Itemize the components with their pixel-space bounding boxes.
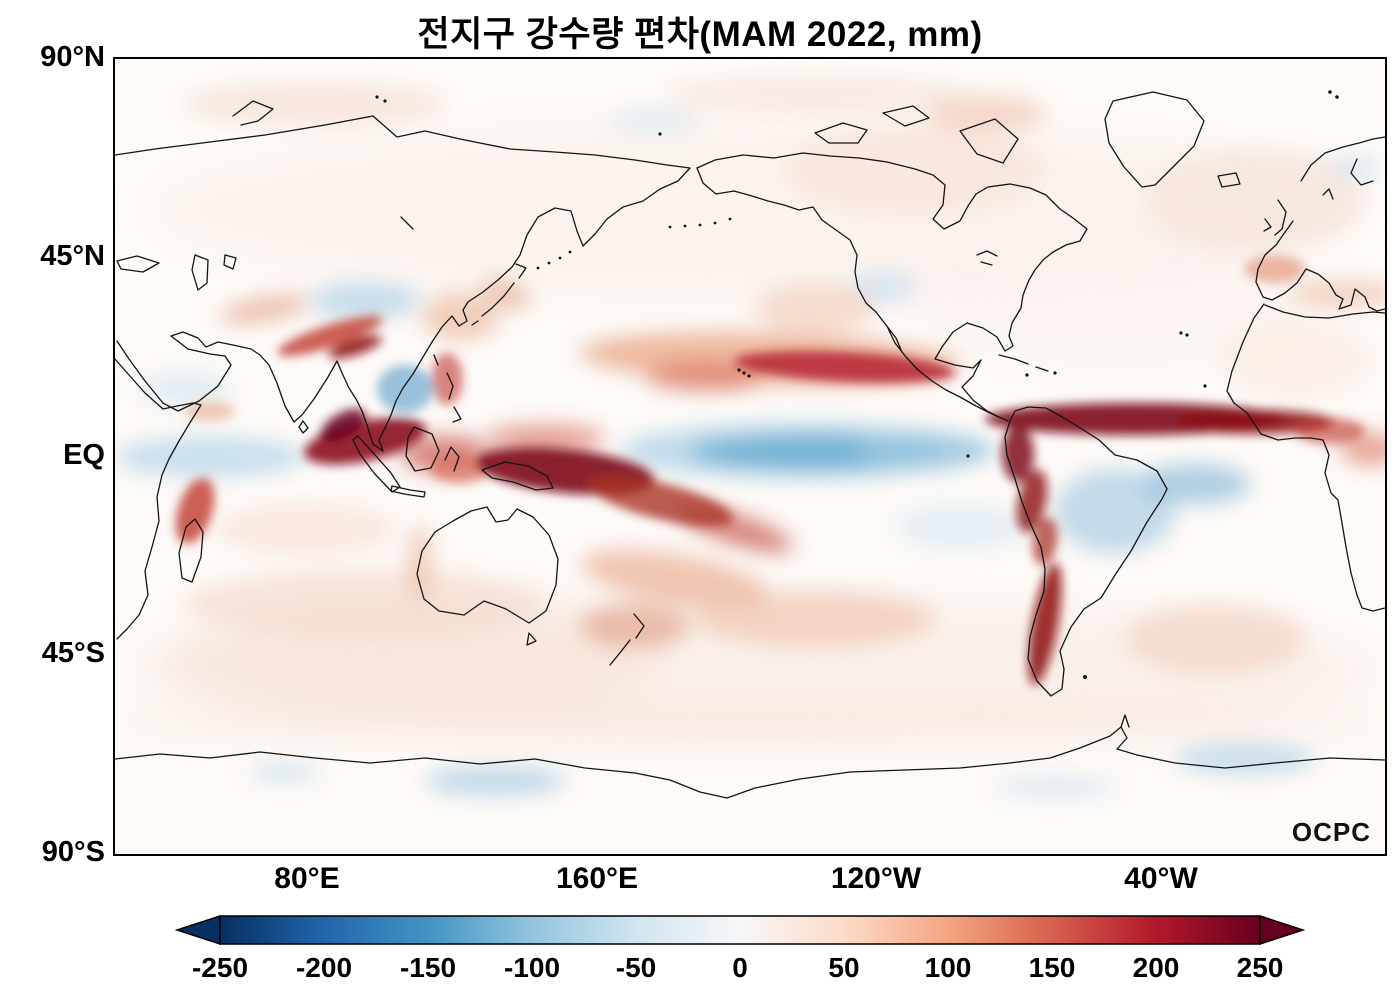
x-axis-label-160e: 160°E <box>555 862 639 895</box>
y-axis-label-90s: 90°S <box>41 836 105 868</box>
colorbar-tick-label: -200 <box>295 952 353 983</box>
x-axis-label-120w: 120°W <box>830 862 922 895</box>
colorbar-tick-label: -150 <box>399 952 457 983</box>
colorbar-tick-label: -250 <box>191 952 249 983</box>
y-axis-label-45n: 45°N <box>40 240 105 272</box>
x-axis-label-80e: 80°E <box>274 862 340 895</box>
colorbar-tick-label: 50 <box>828 952 860 983</box>
colorbar-gradient <box>219 915 1261 945</box>
colorbar-tick-label: 200 <box>1132 952 1180 983</box>
colorbar-left-arrow <box>175 914 221 946</box>
y-axis-label-45s: 45°S <box>41 637 105 669</box>
colorbar-right-arrow <box>1259 914 1305 946</box>
coastlines <box>115 90 1385 799</box>
page-title: 전지구 강수량 편차(MAM 2022, mm) <box>417 15 983 54</box>
colorbar-tick-label: 250 <box>1236 952 1284 983</box>
y-axis-label-eq: EQ <box>63 439 105 471</box>
cpc-logo: OCPC <box>1291 817 1371 847</box>
colorbar-tick-label: 100 <box>924 952 972 983</box>
y-axis-label-90n: 90°N <box>40 41 105 73</box>
colorbar-tick-label: 0 <box>732 952 748 983</box>
map-canvas: OCPC <box>113 57 1387 856</box>
precipitation-anomaly-map <box>115 59 1385 854</box>
colorbar-tick-label: -100 <box>503 952 561 983</box>
x-axis-label-40w: 40°W <box>1124 862 1198 895</box>
colorbar <box>175 914 1305 946</box>
colorbar-tick-label: 150 <box>1028 952 1076 983</box>
anomaly-field <box>115 76 1385 799</box>
colorbar-tick-label: -50 <box>615 952 657 983</box>
